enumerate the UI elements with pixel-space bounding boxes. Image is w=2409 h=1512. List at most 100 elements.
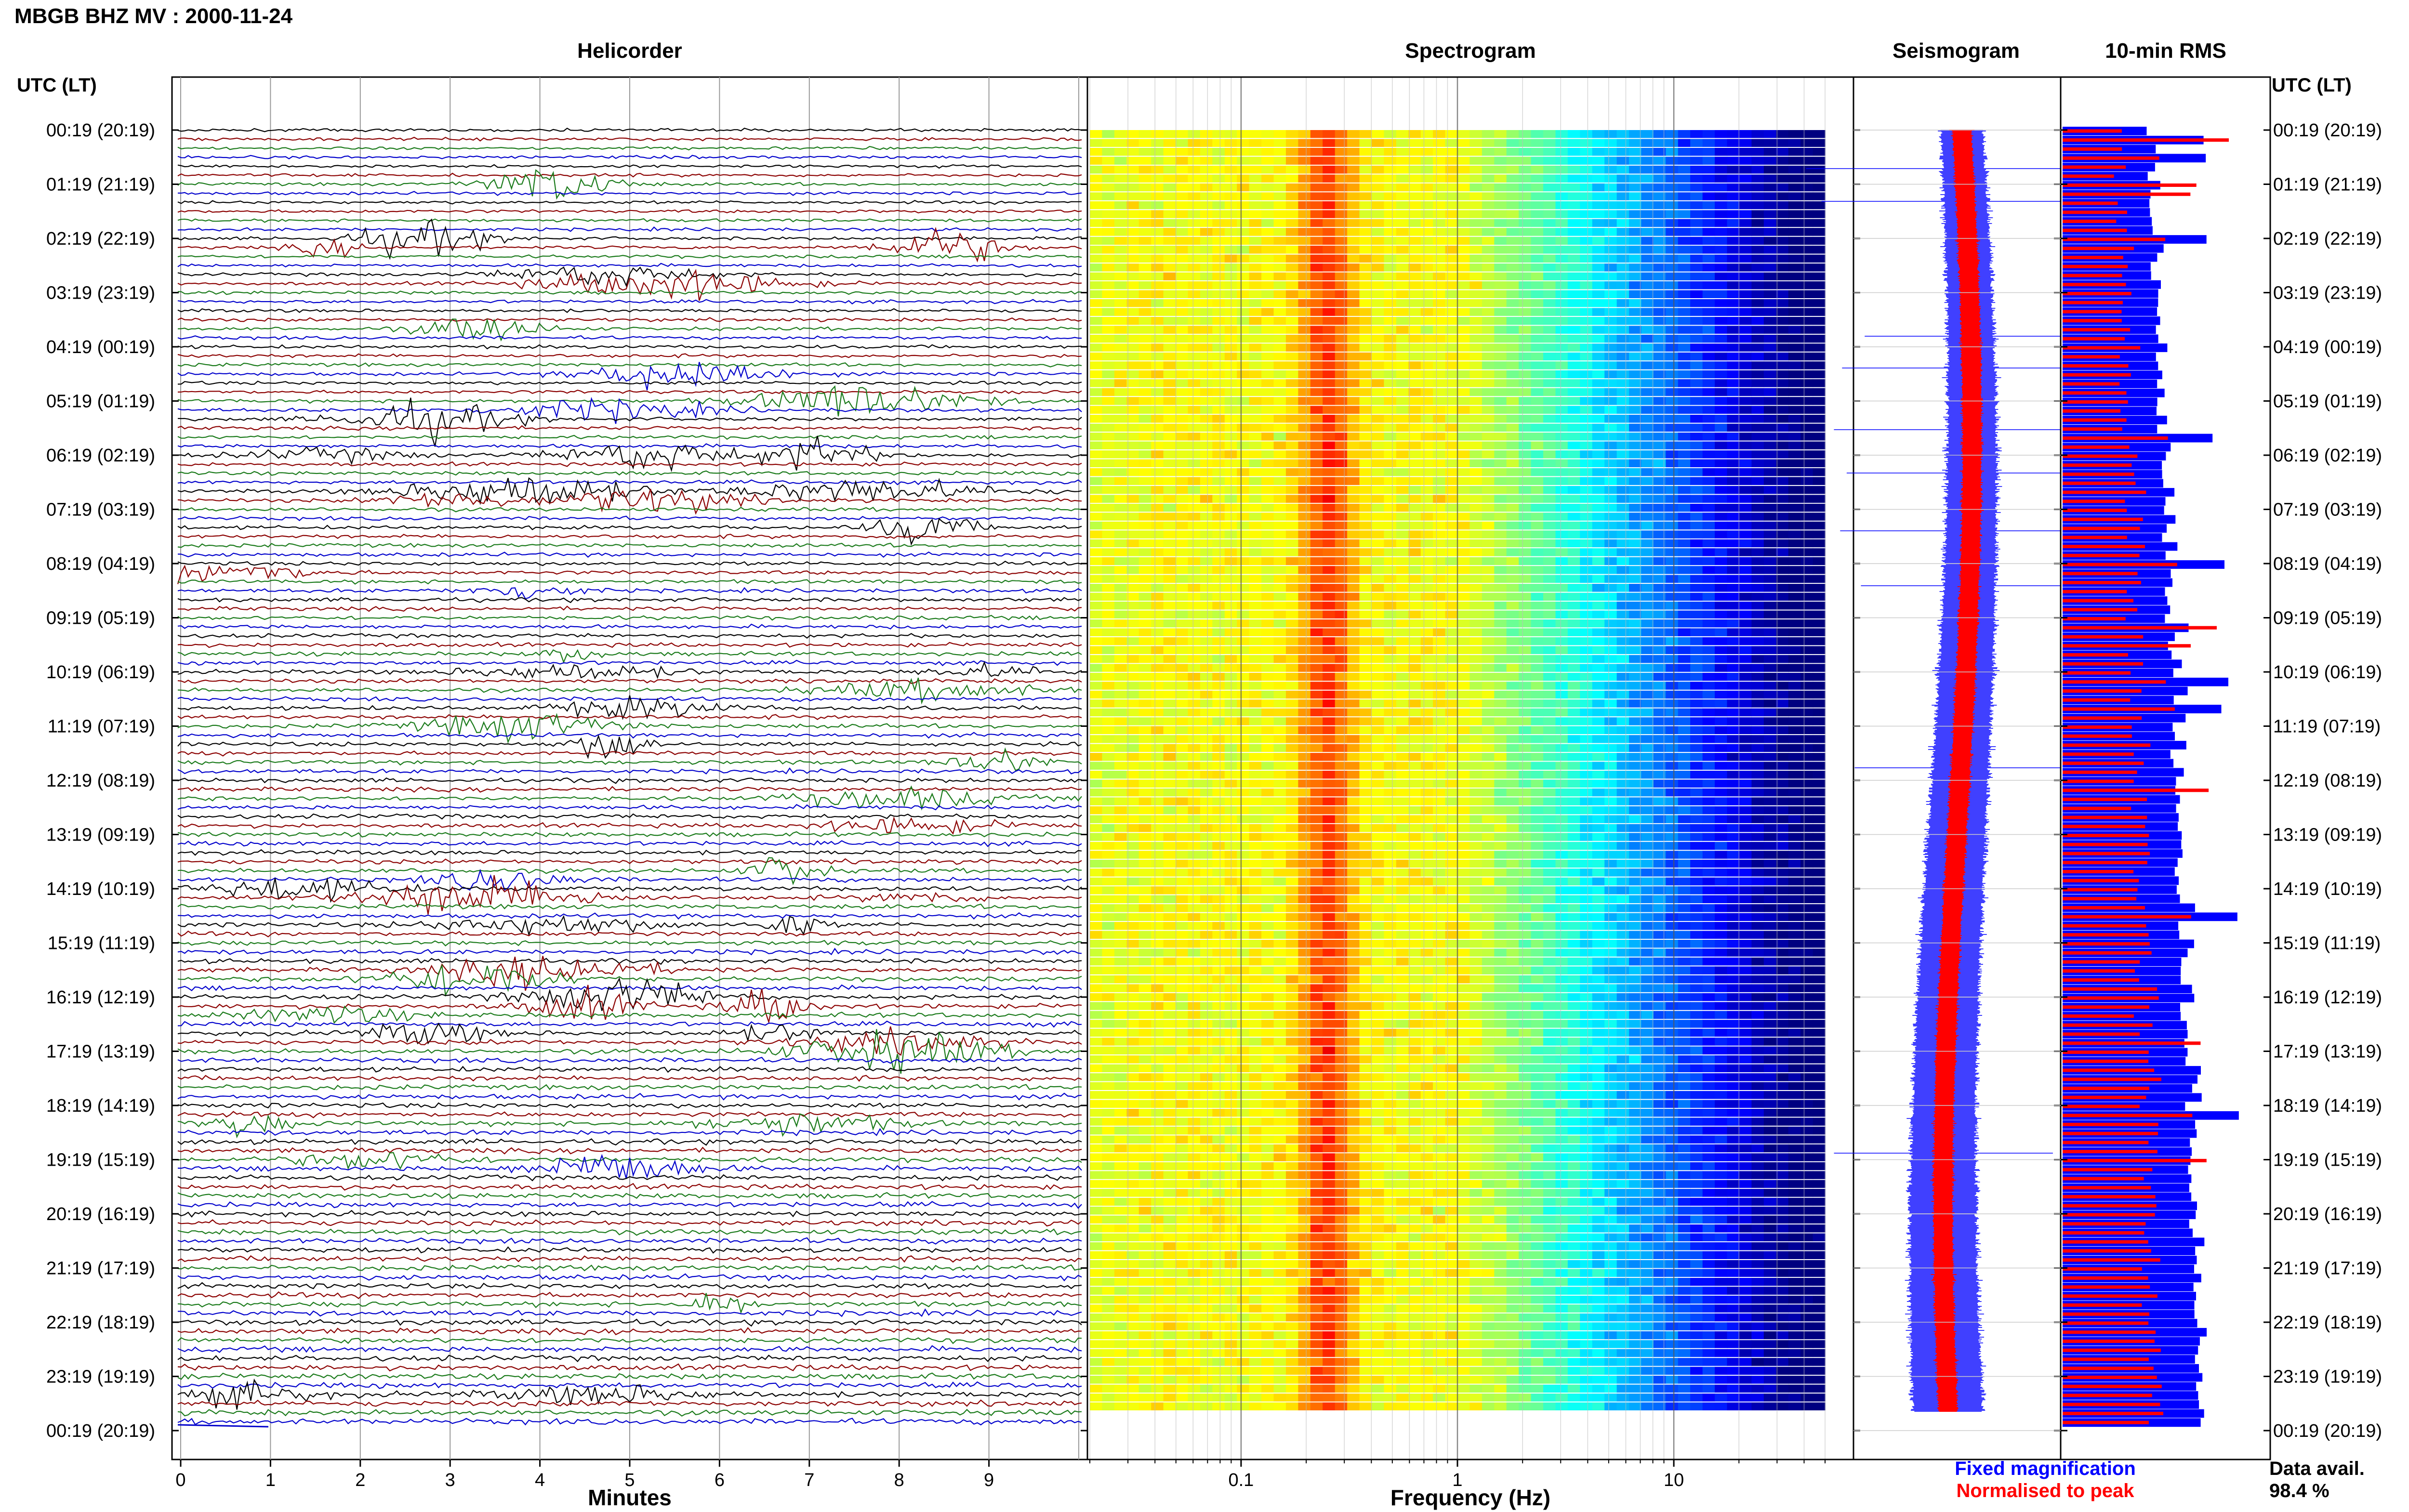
spectrogram-cell	[1396, 441, 1409, 449]
spectrogram-cell	[1482, 237, 1495, 245]
spectrogram-cell	[1641, 521, 1654, 530]
spectrogram-cell	[1323, 147, 1336, 156]
spectrogram-cell	[1641, 833, 1654, 841]
spectrogram-cell	[1506, 316, 1519, 325]
spectrogram-cell	[1200, 219, 1213, 227]
spectrogram-cell	[1126, 441, 1139, 449]
spectrogram-cell	[1285, 628, 1299, 636]
spectrogram-cell	[1580, 824, 1593, 832]
spectrogram-cell	[1102, 423, 1115, 432]
spectrogram-cell	[1261, 468, 1274, 476]
spectrogram-cell	[1163, 690, 1176, 699]
spectrogram-cell	[1727, 139, 1740, 147]
spectrogram-cell	[1420, 139, 1433, 147]
spectrogram-cell	[1273, 468, 1286, 476]
spectrogram-cell	[1776, 299, 1789, 307]
spectrogram-cell	[1188, 147, 1201, 156]
spectrogram-cell	[1273, 584, 1286, 592]
spectrogram-cell	[1457, 192, 1470, 200]
spectrogram-cell	[1715, 316, 1728, 325]
spectrogram-cell	[1237, 450, 1250, 459]
spectrogram-cell	[1800, 726, 1813, 735]
spectrogram-cell	[1567, 246, 1581, 254]
spectrogram-cell	[1592, 201, 1605, 210]
spectrogram-cell	[1776, 513, 1789, 521]
spectrogram-cell	[1567, 788, 1581, 797]
spectrogram-cell	[1543, 433, 1556, 441]
spectrogram-cell	[1273, 477, 1286, 485]
spectrogram-cell	[1384, 513, 1397, 521]
spectrogram-cell	[1543, 334, 1556, 343]
spectrogram-cell	[1543, 316, 1556, 325]
spectrogram-cell	[1531, 326, 1544, 334]
spectrogram-cell	[1580, 397, 1593, 405]
spectrogram-cell	[1813, 468, 1826, 476]
spectrogram-cell	[1592, 415, 1605, 423]
spectrogram-cell	[1727, 290, 1740, 298]
spectrogram-cell	[1285, 806, 1299, 815]
spectrogram-cell	[1715, 690, 1728, 699]
spectrogram-cell	[1739, 735, 1752, 743]
spectrogram-cell	[1469, 228, 1482, 236]
spectrogram-cell	[1592, 406, 1605, 414]
spectrogram-cell	[1800, 548, 1813, 556]
spectrogram-cell	[1653, 744, 1667, 752]
spectrogram-cell	[1690, 771, 1703, 779]
spectrogram-cell	[1800, 699, 1813, 708]
spectrogram-cell	[1702, 566, 1715, 574]
spectrogram-cell	[1715, 423, 1728, 432]
spectrogram-cell	[1519, 139, 1532, 147]
spectrogram-cell	[1396, 281, 1409, 289]
spectrogram-cell	[1310, 619, 1323, 628]
spectrogram-cell	[1335, 637, 1348, 645]
spectrogram-cell	[1126, 584, 1139, 592]
spectrogram-cell	[1567, 815, 1581, 823]
spectrogram-cell	[1372, 290, 1385, 298]
spectrogram-cell	[1249, 824, 1262, 832]
spectrogram-cell	[1273, 548, 1286, 556]
spectrogram-cell	[1176, 281, 1189, 289]
spectrogram-cell	[1163, 602, 1176, 610]
spectrogram-cell	[1469, 406, 1482, 414]
spectrogram-cell	[1420, 219, 1433, 227]
spectrogram-cell	[1457, 735, 1470, 743]
spectrogram-cell	[1482, 619, 1495, 628]
spectrogram-cell	[1592, 397, 1605, 405]
spectrogram-cell	[1531, 584, 1544, 592]
spectrogram-cell	[1629, 477, 1642, 485]
spectrogram-cell	[1715, 334, 1728, 343]
spectrogram-cell	[1310, 744, 1323, 752]
spectrogram-cell	[1261, 441, 1274, 449]
spectrogram-cell	[1249, 664, 1262, 672]
spectrogram-cell	[1702, 610, 1715, 618]
spectrogram-cell	[1519, 788, 1532, 797]
spectrogram-cell	[1690, 192, 1703, 200]
spectrogram-cell	[1567, 779, 1581, 788]
spectrogram-cell	[1261, 717, 1274, 725]
spectrogram-cell	[1188, 174, 1201, 183]
spectrogram-cell	[1396, 690, 1409, 699]
spectrogram-cell	[1604, 174, 1617, 183]
spectrogram-cell	[1494, 308, 1507, 316]
spectrogram-cell	[1323, 833, 1336, 841]
spectrogram-cell	[1176, 771, 1189, 779]
spectrogram-cell	[1469, 735, 1482, 743]
spectrogram-cell	[1445, 423, 1458, 432]
spectrogram-cell	[1200, 806, 1213, 815]
spectrogram-cell	[1310, 272, 1323, 281]
spectrogram-cell	[1580, 147, 1593, 156]
spectrogram-cell	[1813, 139, 1826, 147]
helicorder-trace	[177, 218, 1082, 223]
spectrogram-cell	[1739, 495, 1752, 503]
spectrogram-cell	[1285, 833, 1299, 841]
spectrogram-cell	[1359, 157, 1372, 165]
spectrogram-cell	[1482, 797, 1495, 805]
spectrogram-cell	[1298, 690, 1311, 699]
spectrogram-cell	[1138, 397, 1152, 405]
spectrogram-cell	[1592, 477, 1605, 485]
spectrogram-cell	[1126, 174, 1139, 183]
spectrogram-cell	[1285, 779, 1299, 788]
spectrogram-cell	[1506, 717, 1519, 725]
spectrogram-cell	[1555, 183, 1568, 192]
spectrogram-cell	[1690, 450, 1703, 459]
